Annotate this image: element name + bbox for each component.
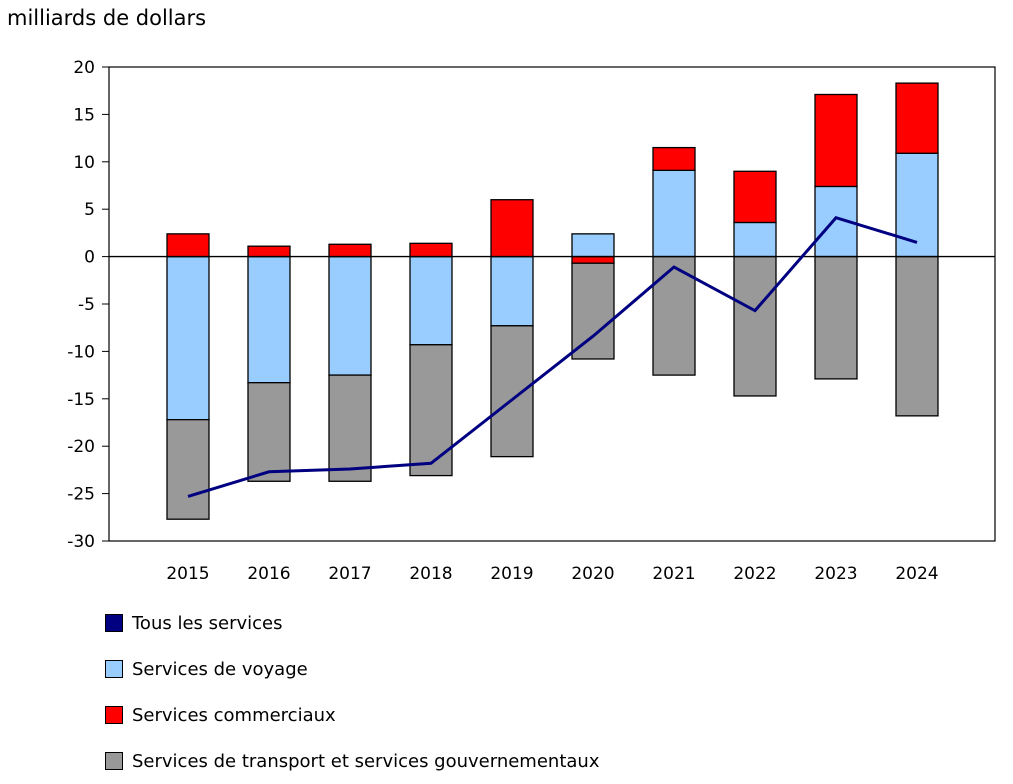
legend-item-transport-government-services: Services de transport et services gouver…: [105, 738, 599, 784]
y-axis-unit-label: milliards de dollars: [7, 6, 207, 30]
bar-travel-services: [328, 255, 372, 376]
y-tick-label: 0: [84, 248, 95, 268]
bar-commercial-services: [166, 233, 210, 258]
legend-label-commercial-services: Services commerciaux: [132, 704, 336, 726]
y-tick-label: 15: [73, 105, 95, 125]
x-tick-label: 2022: [733, 564, 776, 584]
bar-travel-services: [166, 255, 210, 421]
bar-commercial-services: [571, 255, 615, 264]
legend-swatch-commercial-services: [105, 706, 123, 724]
bar-transport-government-services: [328, 374, 372, 482]
bar-travel-services: [652, 169, 696, 258]
bar-commercial-services: [247, 245, 291, 258]
bar-commercial-services: [328, 243, 372, 258]
x-tick-label: 2021: [652, 564, 695, 584]
bar-transport-government-services: [814, 255, 858, 380]
plot-frame: [108, 66, 996, 542]
y-tick-label: -5: [78, 295, 95, 315]
bar-commercial-services: [409, 242, 453, 258]
bar-commercial-services: [895, 82, 939, 154]
legend-label-travel-services: Services de voyage: [132, 658, 308, 680]
bar-transport-government-services: [247, 382, 291, 482]
bar-transport-government-services: [409, 344, 453, 477]
bar-transport-government-services: [895, 255, 939, 417]
x-tick-label: 2016: [247, 564, 290, 584]
bar-travel-services: [571, 233, 615, 258]
x-tick-label: 2019: [490, 564, 533, 584]
y-tick-label: -10: [67, 342, 95, 362]
x-tick-label: 2015: [166, 564, 209, 584]
y-tick-label: 10: [73, 153, 95, 173]
legend: Tous les services Services de voyage Ser…: [105, 600, 599, 784]
legend-label-all-services: Tous les services: [132, 612, 283, 634]
legend-label-transport-government-services: Services de transport et services gouver…: [132, 750, 600, 772]
x-tick-label: 2018: [409, 564, 452, 584]
y-tick-label: -30: [67, 532, 95, 552]
x-tick-label: 2017: [328, 564, 371, 584]
bar-travel-services: [733, 221, 777, 258]
y-tick-label: 20: [73, 58, 95, 78]
bar-transport-government-services: [571, 262, 615, 360]
bar-travel-services: [247, 255, 291, 384]
bar-commercial-services: [652, 146, 696, 171]
legend-swatch-travel-services: [105, 660, 123, 678]
bar-travel-services: [409, 255, 453, 346]
bar-commercial-services: [490, 199, 534, 258]
legend-item-travel-services: Services de voyage: [105, 646, 599, 692]
bar-transport-government-services: [652, 255, 696, 376]
x-tick-label: 2024: [895, 564, 938, 584]
line-all-services: [187, 216, 918, 498]
y-tick-label: -25: [67, 485, 95, 505]
bar-transport-government-services: [490, 325, 534, 458]
legend-swatch-all-services: [105, 614, 123, 632]
bar-transport-government-services: [166, 419, 210, 520]
legend-swatch-transport-government-services: [105, 752, 123, 770]
x-tick-label: 2023: [814, 564, 857, 584]
x-tick-label: 2020: [571, 564, 614, 584]
legend-item-commercial-services: Services commerciaux: [105, 692, 599, 738]
y-tick-label: 5: [84, 200, 95, 220]
y-tick-label: -20: [67, 437, 95, 457]
bar-transport-government-services: [733, 255, 777, 397]
bar-commercial-services: [814, 93, 858, 188]
bar-travel-services: [490, 255, 534, 327]
bar-commercial-services: [733, 170, 777, 224]
y-tick-label: -15: [67, 390, 95, 410]
legend-item-all-services: Tous les services: [105, 600, 599, 646]
